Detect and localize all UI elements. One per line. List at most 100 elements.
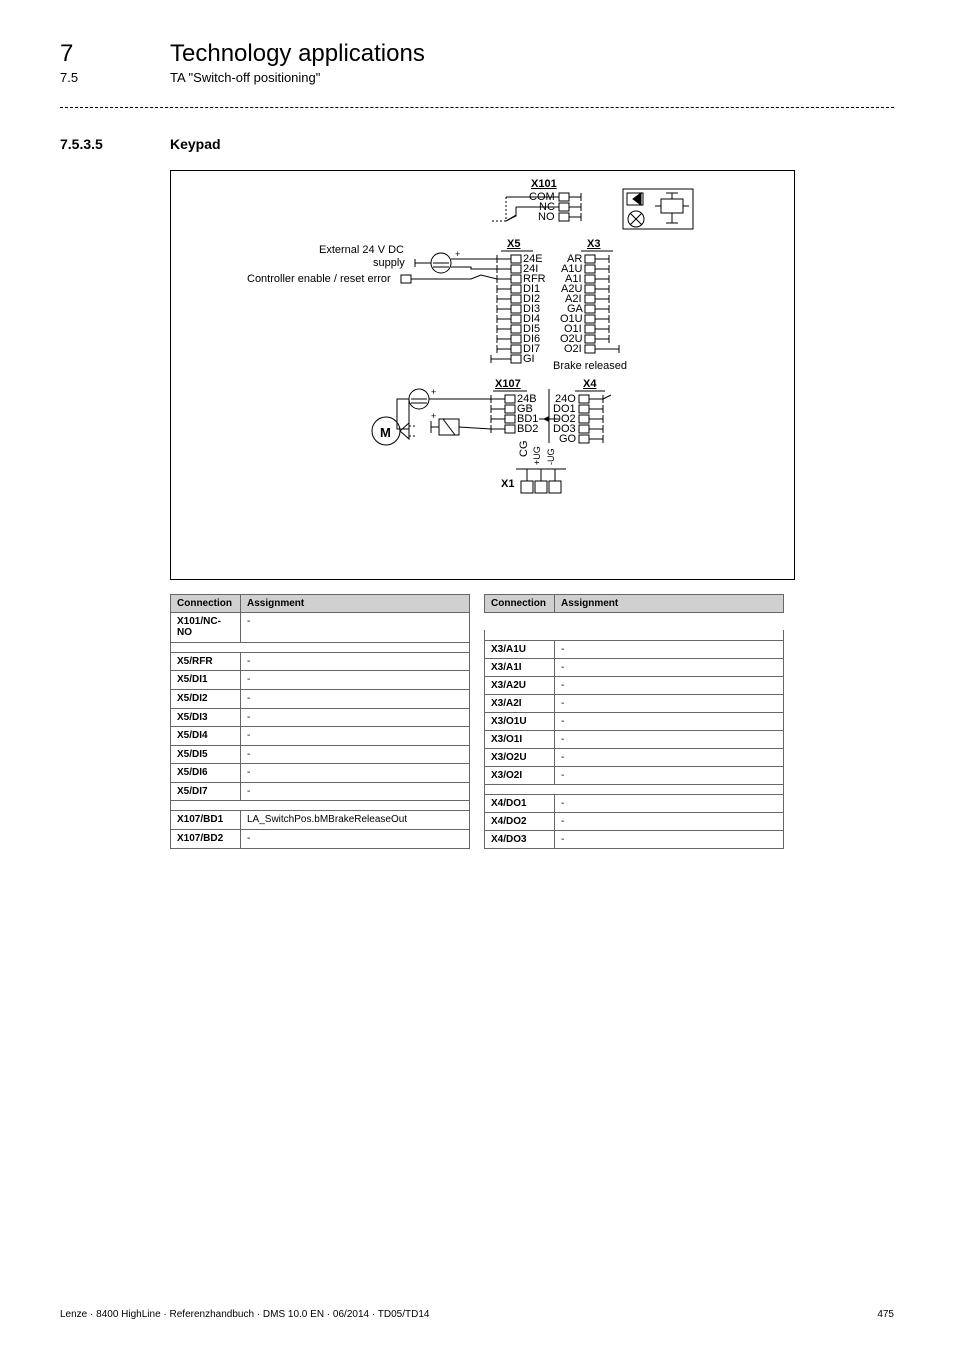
svg-text:+: + [455, 249, 460, 259]
connection-tables: Connection Assignment X101/NC-NO-X5/RFR-… [170, 594, 795, 849]
cell-connection: X3/O2I [485, 766, 555, 784]
label-cg: CG [519, 441, 530, 458]
th-assignment-r: Assignment [555, 595, 784, 613]
cell-assignment: - [241, 671, 470, 690]
table-row: X3/O2I- [485, 766, 784, 784]
table-row: X4/DO1- [485, 794, 784, 812]
cell-assignment: - [555, 730, 784, 748]
svg-text:+: + [431, 411, 436, 421]
section-header: 7.5 TA "Switch-off positioning" [60, 70, 894, 85]
table-row: X3/A2I- [485, 694, 784, 712]
th-connection-r: Connection [485, 595, 555, 613]
cell-connection: X5/DI5 [171, 745, 241, 764]
table-row: X107/BD1LA_SwitchPos.bMBrakeReleaseOut [171, 811, 470, 830]
label-brake-released: Brake released [553, 361, 627, 372]
page-footer: Lenze · 8400 HighLine · Referenzhandbuch… [60, 1309, 894, 1320]
divider-dashed [60, 107, 894, 108]
subsection-title: Keypad [170, 136, 221, 152]
table-left: Connection Assignment X101/NC-NO-X5/RFR-… [170, 594, 470, 849]
cell-assignment: - [555, 640, 784, 658]
cell-connection: X5/DI4 [171, 727, 241, 746]
label-x1: X1 [501, 479, 514, 490]
cell-connection: X3/A1U [485, 640, 555, 658]
footer-right: 475 [877, 1309, 894, 1320]
table-spacer [485, 630, 784, 640]
label-x107: X107 [495, 379, 521, 390]
table-row [485, 613, 784, 631]
label-ctrl-enable: Controller enable / reset error [247, 274, 391, 285]
cell-assignment: - [241, 708, 470, 727]
cell-connection: X3/A1I [485, 658, 555, 676]
label-x4: X4 [583, 379, 596, 390]
label-supply: supply [373, 258, 405, 269]
cell-assignment: - [555, 676, 784, 694]
label-x3: X3 [587, 239, 600, 250]
cell-connection: X4/DO1 [485, 794, 555, 812]
table-row: X5/DI3- [171, 708, 470, 727]
table-row: X3/O1I- [485, 730, 784, 748]
cell-assignment: - [241, 652, 470, 671]
cell-connection: X107/BD2 [171, 829, 241, 848]
label-no: NO [538, 212, 555, 223]
cell-connection: X5/DI3 [171, 708, 241, 727]
chapter-title: Technology applications [170, 40, 425, 68]
table-row: X101/NC-NO- [171, 613, 470, 643]
cell-assignment: - [241, 727, 470, 746]
label-ug-minus: -UG [547, 449, 556, 466]
table-row: X5/DI2- [171, 689, 470, 708]
table-row: X107/BD2- [171, 829, 470, 848]
label-go: GO [559, 434, 576, 445]
table-row: X3/O1U- [485, 712, 784, 730]
table-row: X3/A1U- [485, 640, 784, 658]
cell-assignment: - [241, 613, 470, 643]
table-row: X5/DI1- [171, 671, 470, 690]
cell-assignment: - [555, 766, 784, 784]
subsection-header: 7.5.3.5 Keypad [60, 136, 894, 152]
cell-connection: X4/DO3 [485, 830, 555, 848]
label-gi: GI [523, 354, 535, 365]
table-row: X4/DO2- [485, 812, 784, 830]
svg-text:+: + [431, 387, 436, 397]
table-row: X3/A1I- [485, 658, 784, 676]
label-ext24: External 24 V DC [319, 245, 404, 256]
table-row: X3/A2U- [485, 676, 784, 694]
cell-assignment: - [555, 694, 784, 712]
cell-assignment: - [241, 745, 470, 764]
table-row: X5/DI4- [171, 727, 470, 746]
table-row: X5/DI5- [171, 745, 470, 764]
label-x5: X5 [507, 239, 520, 250]
cell-assignment: - [555, 712, 784, 730]
cell-assignment: - [241, 689, 470, 708]
section-title: TA "Switch-off positioning" [170, 70, 320, 85]
label-o2i: O2I [564, 344, 582, 355]
cell-assignment: - [241, 829, 470, 848]
table-row: X4/DO3- [485, 830, 784, 848]
table-right: Connection Assignment X3/A1U-X3/A1I-X3/A… [484, 594, 784, 849]
th-assignment: Assignment [241, 595, 470, 613]
cell-connection: X5/DI7 [171, 782, 241, 801]
chapter-number: 7 [60, 40, 130, 68]
cell-connection: X3/A2U [485, 676, 555, 694]
chapter-header: 7 Technology applications [60, 40, 894, 68]
label-bd2: BD2 [517, 424, 538, 435]
cell-connection: X3/A2I [485, 694, 555, 712]
cell-assignment: - [555, 830, 784, 848]
table-row: X3/O2U- [485, 748, 784, 766]
table-row: X5/DI6- [171, 764, 470, 783]
cell-assignment: - [555, 794, 784, 812]
cell-assignment: - [555, 748, 784, 766]
cell-connection: X5/RFR [171, 652, 241, 671]
section-number: 7.5 [60, 70, 130, 85]
table-spacer [171, 801, 470, 811]
cell-assignment: - [555, 658, 784, 676]
table-spacer [485, 784, 784, 794]
cell-assignment: LA_SwitchPos.bMBrakeReleaseOut [241, 811, 470, 830]
cell-connection: X5/DI1 [171, 671, 241, 690]
table-spacer [171, 642, 470, 652]
cell-assignment: - [241, 782, 470, 801]
cell-assignment: - [555, 812, 784, 830]
label-x101: X101 [531, 179, 557, 190]
table-row: X5/RFR- [171, 652, 470, 671]
cell-connection: X101/NC-NO [171, 613, 241, 643]
table-row: X5/DI7- [171, 782, 470, 801]
